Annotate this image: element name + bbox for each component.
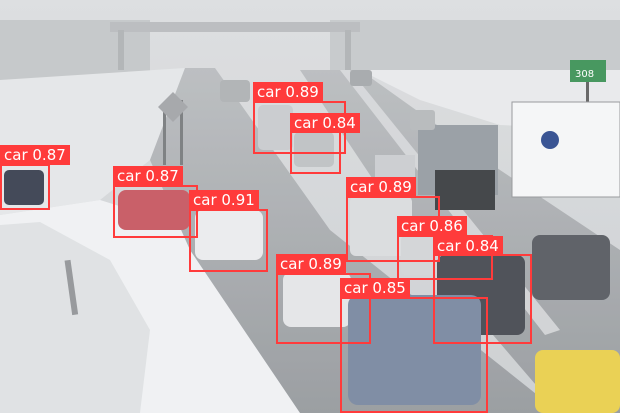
overpass: [110, 22, 360, 32]
trailer-logo: [541, 131, 559, 149]
snow-field-left: [0, 68, 185, 215]
vehicle-shapes: [4, 70, 620, 413]
roadside-post: [64, 259, 79, 316]
highway-left-lanes: [150, 68, 560, 413]
snowy-embankment: [0, 222, 150, 413]
road-sign-diamond: [158, 92, 188, 122]
highway-sign: [570, 60, 606, 82]
highway-sign-text: 308: [575, 69, 594, 80]
semi-trailer: [511, 101, 620, 198]
